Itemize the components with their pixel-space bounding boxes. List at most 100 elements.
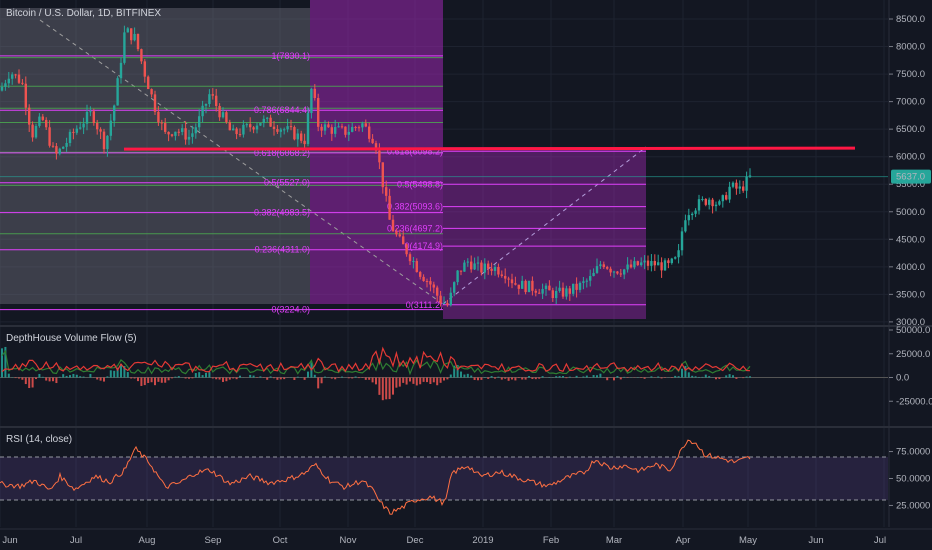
candle-body: [38, 116, 41, 126]
candle-body: [225, 112, 228, 123]
volume-flow-bar: [99, 377, 102, 381]
candle-body: [497, 267, 500, 275]
volume-flow-bar: [140, 377, 143, 386]
candle-body: [721, 195, 724, 202]
volume-flow-bar: [228, 377, 231, 380]
volume-flow-bar: [473, 377, 476, 380]
fib-label-left: 0.618(6068.2): [254, 148, 310, 158]
candle-body: [419, 272, 422, 277]
candle-body: [558, 287, 561, 291]
candle-body: [235, 128, 238, 135]
volume-flow-bar: [616, 376, 619, 378]
candle-body: [510, 279, 514, 284]
candle-body: [731, 182, 735, 187]
candle-body: [150, 89, 153, 95]
candle-body: [245, 124, 248, 126]
time-tick-label: Apr: [676, 535, 691, 546]
candle-body: [177, 131, 180, 133]
candle-body: [548, 285, 551, 291]
candle-body: [633, 261, 636, 268]
candle-body: [487, 263, 490, 269]
volume-flow-bar: [82, 376, 85, 378]
volume-flow-bar: [381, 377, 384, 401]
candle-body: [480, 262, 483, 273]
candle-body: [364, 123, 367, 127]
price-tick-label: 6000.0: [896, 152, 925, 163]
volume-flow-bar: [538, 377, 541, 379]
volume-flow-bar: [460, 371, 462, 378]
candle-body: [337, 126, 340, 128]
resistance-line[interactable]: [123, 146, 856, 151]
volume-flow-bar: [276, 377, 279, 380]
time-axis[interactable]: Jun Jul Aug Sep Oct Nov Dec 2019 Feb Mar Apr May Jun…: [0, 528, 932, 546]
candle-body: [544, 285, 548, 290]
candle-body: [459, 270, 463, 272]
volume-flow-bar: [1, 348, 3, 378]
volume-flow-bar: [500, 377, 503, 380]
volume-flow-bar: [194, 373, 197, 378]
candle-body: [194, 127, 197, 134]
fib-label-left: 0.5(5527.0): [264, 178, 310, 188]
volume-flow-bar: [14, 377, 17, 379]
rsi-tick-label: 25.0000: [896, 500, 930, 511]
volume-flow-bar: [24, 377, 27, 385]
fib-label-left: 1(7830.1): [271, 51, 310, 61]
candle-body: [296, 133, 299, 140]
candle-body: [272, 126, 276, 130]
volume-flow-title: DepthHouse Volume Flow (5): [6, 333, 137, 344]
candle-body: [629, 264, 633, 268]
candle-body: [249, 124, 252, 128]
volume-flow-bar: [677, 376, 680, 378]
candle-body: [663, 260, 667, 271]
volume-flow-bar: [466, 373, 469, 378]
fib-trend-right: [442, 146, 647, 305]
volume-flow-bar: [191, 377, 194, 379]
candle-body: [113, 105, 116, 121]
candle-body: [354, 127, 357, 129]
volume-flow-bar: [562, 376, 564, 378]
candle-body: [79, 127, 82, 129]
candle-body: [453, 282, 456, 293]
time-tick-label: Nov: [340, 535, 357, 546]
volume-flow-bar: [89, 373, 92, 378]
candle-body: [48, 127, 51, 146]
volume-flow-bar: [330, 377, 333, 379]
candle-body: [347, 131, 350, 135]
candle-body: [153, 94, 157, 112]
candle-body: [215, 95, 218, 106]
volume-flow-bar: [38, 373, 41, 378]
volume-flow-bar: [296, 376, 299, 378]
candle-body: [568, 288, 571, 294]
candle-body: [242, 124, 245, 135]
candle-body: [102, 131, 106, 150]
volume-flow-bar: [592, 375, 595, 378]
volume-flow-bar: [307, 371, 309, 378]
candle-body: [521, 280, 524, 289]
volume-flow-bar: [7, 373, 10, 378]
candle-body: [742, 186, 745, 191]
volume-flow-bar: [565, 377, 568, 379]
volume-flow-bar: [79, 376, 82, 378]
candle-body: [140, 49, 143, 62]
candle-body: [708, 199, 711, 205]
volume-flow-bear-line: [1, 346, 751, 374]
volume-flow-bar: [575, 375, 578, 378]
candle-body: [323, 124, 327, 131]
volume-flow-bar: [41, 376, 44, 378]
pane-dividers[interactable]: [0, 325, 932, 428]
price-axis[interactable]: 8500.0 8000.0 7500.0 7000.0 6500.0 6000.0 5500…: [888, 0, 932, 527]
volume-flow-bar: [313, 374, 316, 378]
candle-body: [640, 262, 643, 266]
candle-body: [612, 271, 616, 273]
candle-body: [408, 254, 412, 262]
candle-body: [551, 290, 554, 299]
volume-flow-bar: [704, 374, 707, 378]
time-tick-label: Jun: [808, 535, 823, 546]
support-line[interactable]: [123, 146, 856, 151]
volume-flow-bar: [419, 377, 422, 385]
volume-flow-bar: [249, 374, 252, 378]
volume-flow-bar: [429, 377, 432, 385]
candle-body: [85, 111, 89, 124]
volume-flow-bar: [422, 377, 425, 382]
